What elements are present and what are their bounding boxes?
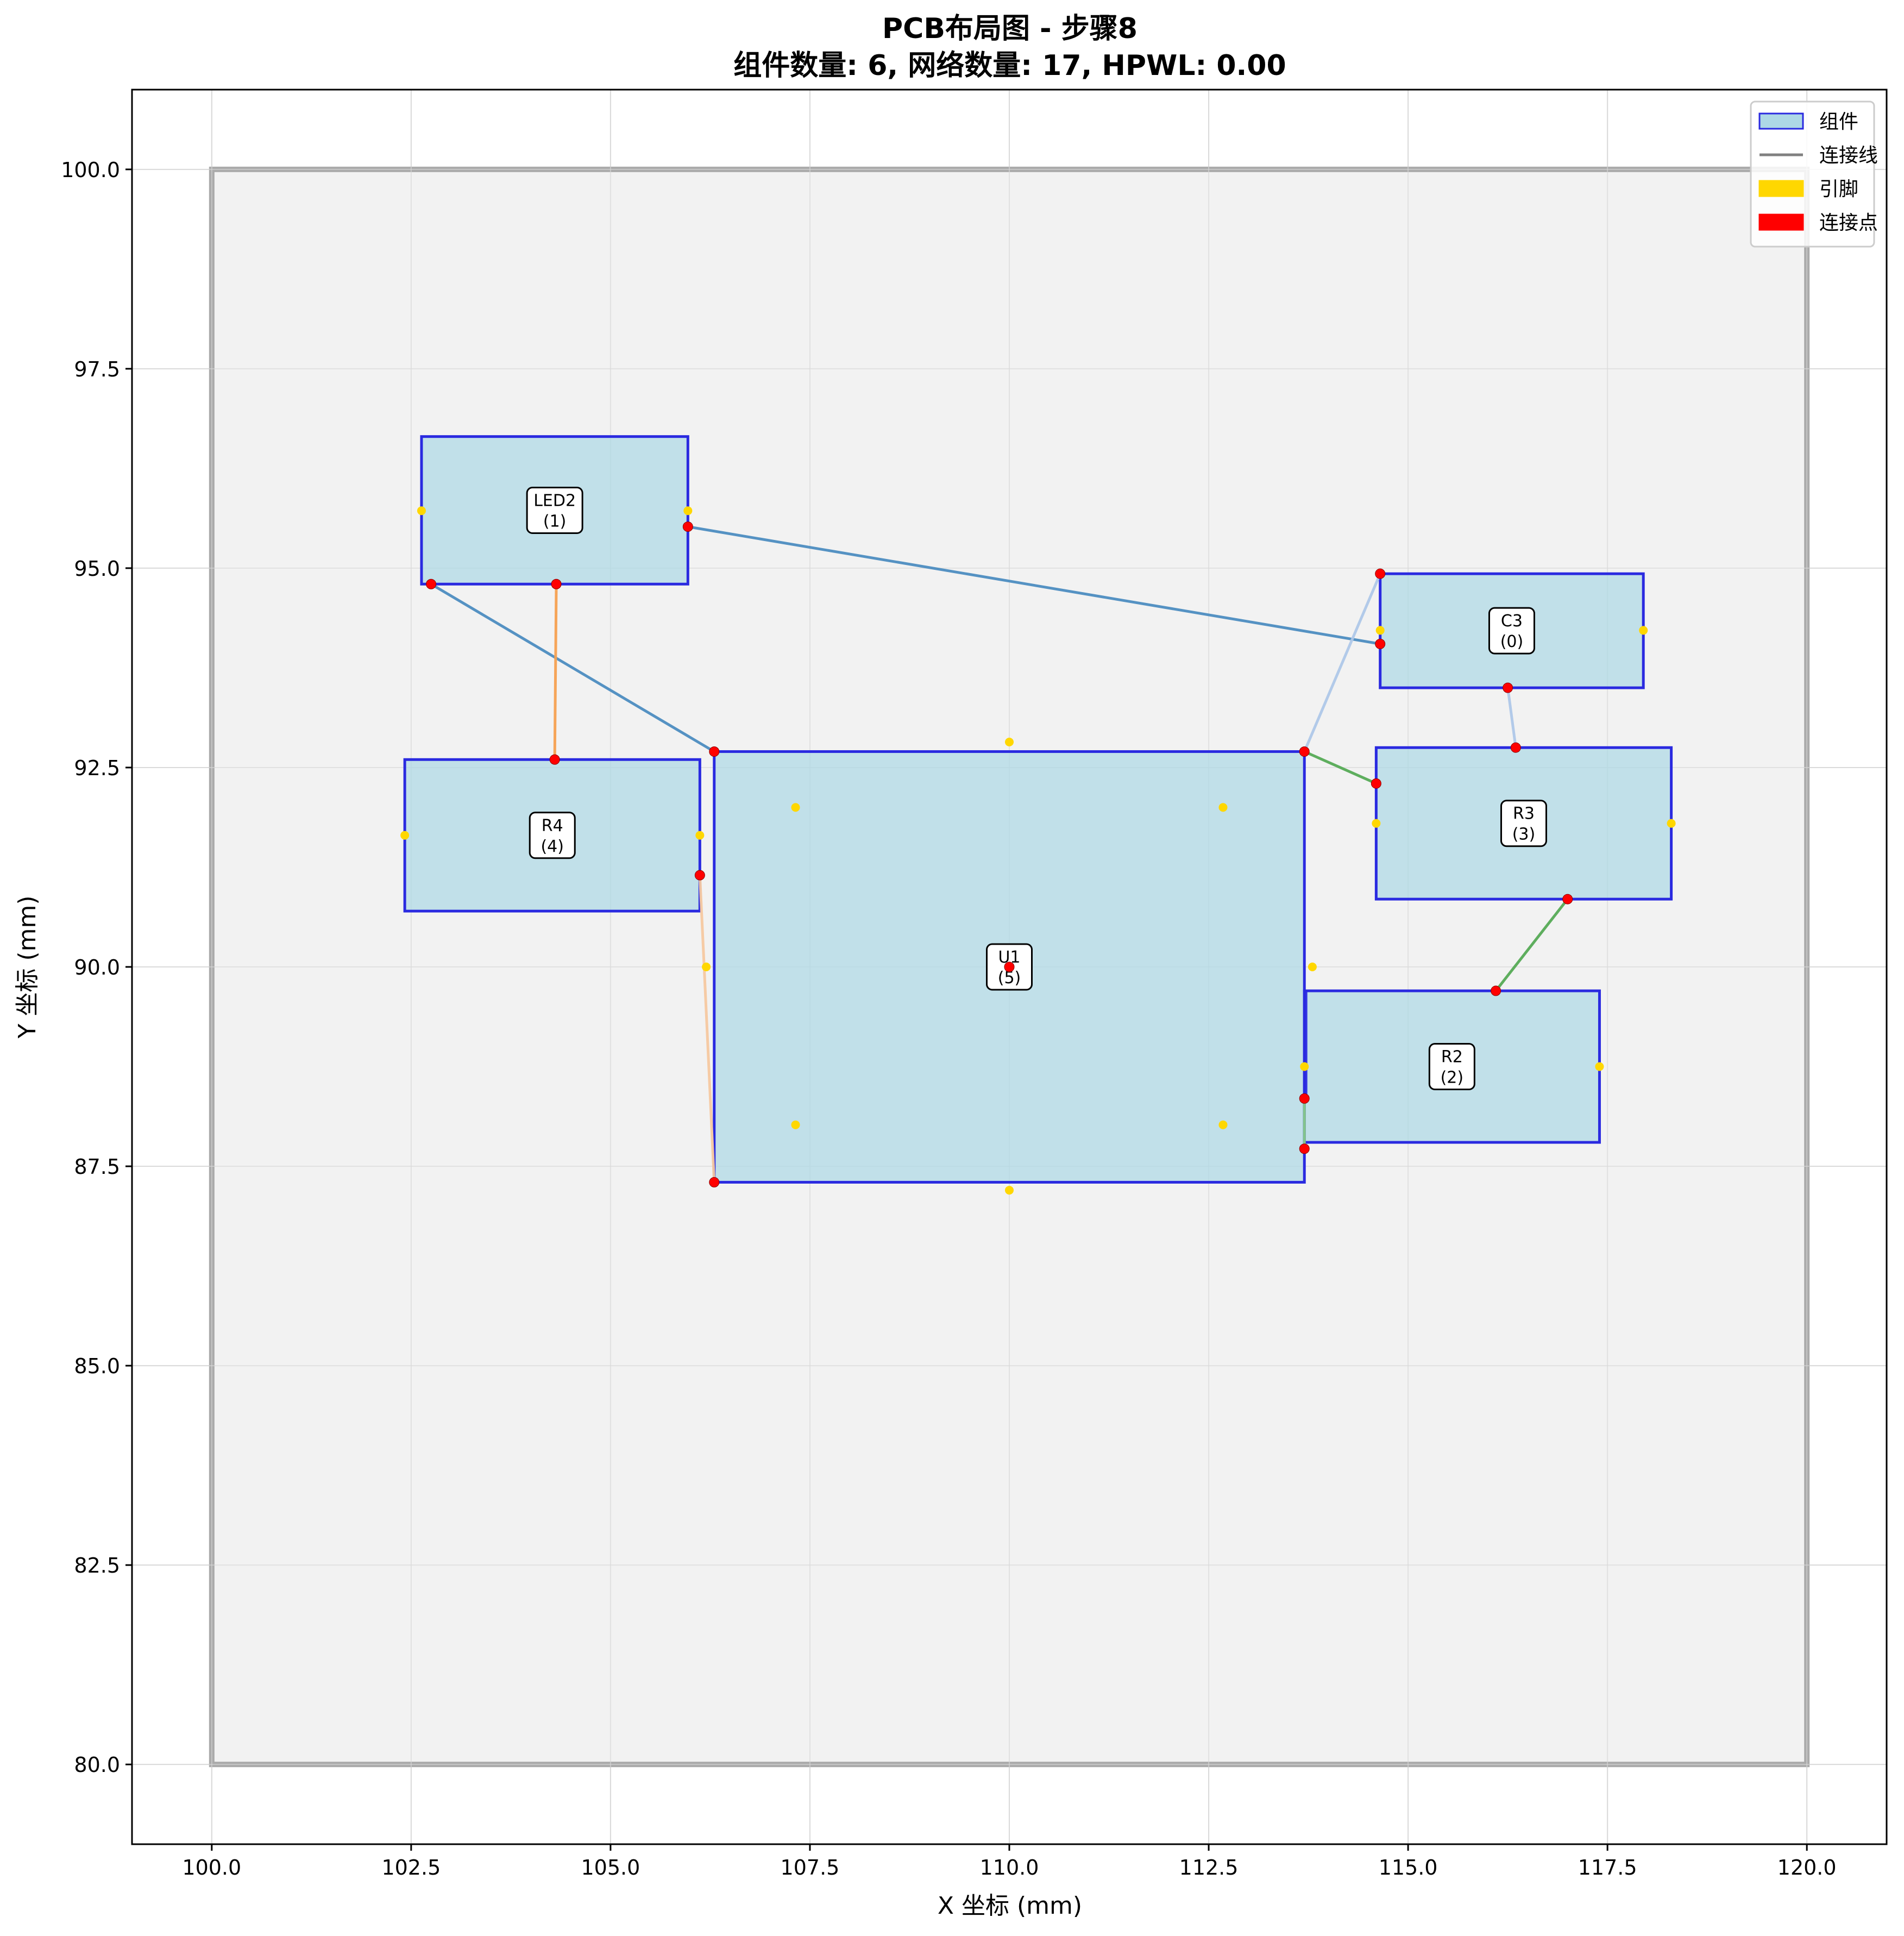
connection-point-marker: [1562, 894, 1573, 904]
x-tick-label: 100.0: [182, 1856, 241, 1880]
connection-point-marker: [709, 1177, 720, 1187]
component-label-index: (2): [1441, 1068, 1464, 1088]
connection-point-marker: [1299, 746, 1310, 757]
connection-point-marker: [694, 870, 705, 881]
pin-marker: [1372, 819, 1381, 828]
y-tick-label: 85.0: [74, 1354, 120, 1378]
x-tick-label: 105.0: [581, 1856, 640, 1880]
legend-swatch-patch: [1758, 213, 1804, 231]
plot-area: LED2(1)C3(0)R4(4)U1(5)R3(3)R2(2)100.0 102…: [61, 89, 1888, 1880]
pin-marker: [1300, 1062, 1309, 1071]
connection-point-marker: [1491, 985, 1501, 996]
component-label-box: [1488, 607, 1535, 655]
connection-line: [687, 525, 1381, 645]
connection-point-marker: [426, 579, 437, 589]
legend-swatch-patch: [1758, 180, 1804, 197]
x-tick-label: 117.5: [1578, 1856, 1637, 1880]
pin-marker: [791, 1120, 800, 1129]
connection-point-marker: [1299, 1143, 1310, 1154]
y-tick-label: 87.5: [74, 1155, 120, 1179]
pin-marker: [1005, 737, 1014, 746]
pin-marker: [683, 506, 693, 516]
y-tick-label: 97.5: [74, 357, 120, 381]
pin-marker: [400, 831, 410, 840]
connection-line: [553, 584, 558, 760]
legend-entry-label: 组件: [1819, 111, 1858, 133]
pin-marker: [791, 803, 800, 812]
component-label-index: (4): [541, 837, 564, 856]
x-tick-label: 110.0: [980, 1856, 1039, 1880]
x-tick-label: 107.5: [781, 1856, 840, 1880]
y-tick-label: 100.0: [61, 158, 120, 182]
connection-line: [1506, 687, 1517, 748]
connection-point-marker: [1299, 1093, 1310, 1104]
y-tick-label: 80.0: [74, 1753, 120, 1777]
pin-marker: [1218, 803, 1228, 812]
connection-point-marker: [1503, 682, 1513, 693]
chart-title: PCB布局图 - 步骤8: [882, 12, 1138, 45]
pin-marker: [1308, 963, 1317, 971]
connection-point-marker: [1004, 961, 1015, 972]
component-label-box: [1428, 1043, 1475, 1091]
pin-marker: [1667, 819, 1676, 828]
component-label-name: C3: [1501, 612, 1523, 631]
connection-line: [1304, 750, 1377, 785]
y-tick-label: 82.5: [74, 1554, 120, 1577]
legend-entry-label: 连接线: [1819, 144, 1878, 167]
component-label-index: (1): [543, 512, 567, 531]
x-tick-label: 115.0: [1379, 1856, 1438, 1880]
connection-point-marker: [709, 746, 720, 757]
component-label-name: R2: [1441, 1048, 1463, 1067]
x-tick-label: 112.5: [1179, 1856, 1239, 1880]
connection-line: [1494, 898, 1569, 992]
connection-point-marker: [1510, 742, 1521, 753]
pin-marker: [1375, 626, 1385, 635]
connection-point-marker: [682, 521, 693, 532]
component-label-name: LED2: [533, 491, 576, 510]
connection-line: [1303, 573, 1382, 752]
x-tick-label: 102.5: [381, 1856, 441, 1880]
pin-marker: [695, 831, 705, 840]
legend-entry-label: 引脚: [1819, 178, 1858, 200]
y-tick-label: 95.0: [74, 557, 120, 581]
component-label-index: (0): [1500, 632, 1524, 651]
y-tick-label: 90.0: [74, 956, 120, 979]
pin-marker: [1639, 626, 1648, 635]
y-axis-label: Y 坐标 (mm): [14, 896, 41, 1039]
pin-marker: [1005, 1186, 1014, 1195]
chart-subtitle: 组件数量: 6, 网络数量: 17, HPWL: 0.00: [733, 49, 1286, 82]
legend-swatch-patch: [1758, 112, 1804, 130]
connection-line: [698, 875, 716, 1183]
x-tick-label: 120.0: [1777, 1856, 1837, 1880]
component-label-box: [529, 812, 576, 859]
component-label-index: (3): [1512, 825, 1536, 844]
pin-marker: [1218, 1120, 1228, 1129]
connection-point-marker: [549, 754, 560, 765]
connection-point-marker: [1375, 568, 1386, 579]
pin-marker: [417, 506, 426, 516]
connection-point-marker: [1375, 638, 1386, 649]
component-label-box: [1500, 800, 1547, 847]
connection-point-marker: [551, 579, 562, 589]
component-label-name: R3: [1513, 804, 1535, 824]
component-label-name: R4: [542, 816, 563, 835]
x-axis-label: X 坐标 (mm): [938, 1892, 1082, 1920]
legend-entry-label: 连接点: [1819, 212, 1878, 234]
pin-marker: [1595, 1062, 1604, 1071]
connection-point-marker: [1371, 778, 1381, 789]
pin-marker: [702, 963, 711, 971]
component-label-box: [526, 486, 583, 534]
legend-box: [1750, 100, 1875, 248]
y-tick-label: 92.5: [74, 756, 120, 780]
connection-line: [430, 583, 715, 753]
